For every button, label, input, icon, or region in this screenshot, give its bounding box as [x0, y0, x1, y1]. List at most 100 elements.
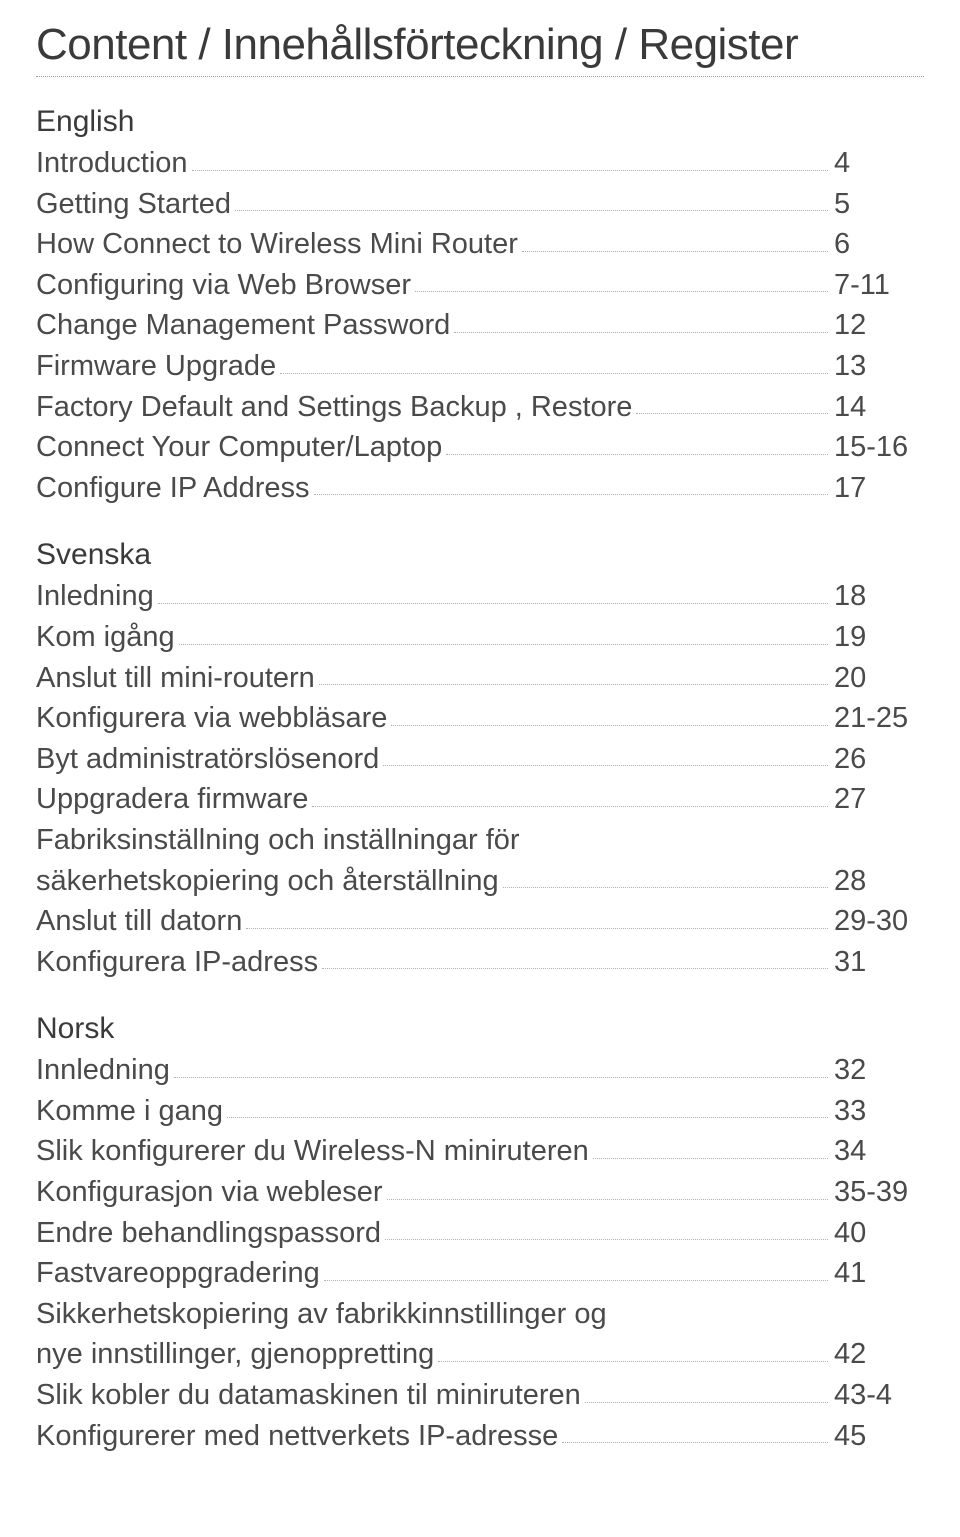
toc-entry: Uppgradera firmware 27 [36, 779, 924, 820]
toc-entry: Fastvareoppgradering 41 [36, 1253, 924, 1294]
toc-entry-label: Innledning [36, 1050, 170, 1091]
toc-section: NorskInnledning32Komme i gang33Slik konf… [36, 1012, 924, 1456]
toc-entry-label: Change Management Password [36, 305, 450, 346]
toc-entry-page: 14 [834, 387, 924, 428]
toc-entry: How Connect to Wireless Mini Router 6 [36, 224, 924, 265]
toc-entry-page: 41 [834, 1253, 924, 1294]
toc-entry: Configuring via Web Browser 7-11 [36, 265, 924, 306]
toc-leader [383, 765, 828, 766]
toc-entry-label: Inledning [36, 576, 154, 617]
toc-leader [235, 210, 828, 211]
toc-leader [503, 887, 828, 888]
toc-entry: Firmware Upgrade13 [36, 346, 924, 387]
toc-entry-page: 34 [834, 1131, 924, 1172]
toc-leader [246, 928, 828, 929]
toc-entry-page: 43-4 [834, 1375, 924, 1416]
toc-leader [593, 1158, 828, 1159]
toc-entry: Konfigurasjon via webleser 35-39 [36, 1172, 924, 1213]
toc-leader [585, 1402, 828, 1403]
toc-entry-page: 35-39 [834, 1172, 924, 1213]
toc-leader [324, 1280, 828, 1281]
title-strong: Content [36, 20, 187, 69]
toc-entry-label: Konfigurera IP-adress [36, 942, 318, 983]
toc-entry: Configure IP Address 17 [36, 468, 924, 509]
toc-entry-page: 40 [834, 1213, 924, 1254]
toc-leader [385, 1239, 828, 1240]
toc-entry-page: 17 [834, 468, 924, 509]
toc-entry-label: Introduction [36, 143, 188, 184]
toc-entry-label: Firmware Upgrade [36, 346, 276, 387]
toc-section: EnglishIntroduction4Getting Started5How … [36, 105, 924, 508]
toc-entry-page: 7-11 [834, 265, 924, 306]
toc-entry: Introduction 4 [36, 143, 924, 184]
toc-entry-label: Connect Your Computer/Laptop [36, 427, 442, 468]
toc-entry-page: 29-30 [834, 901, 924, 942]
toc-entry-label: Konfigurera via webbläsare [36, 698, 387, 739]
toc-entry-page: 12 [834, 305, 924, 346]
toc-entry-label: Factory Default and Settings Backup , Re… [36, 387, 632, 428]
toc-entry-label: Slik konfigurerer du Wireless-N minirute… [36, 1131, 589, 1172]
toc-entry: Slik konfigurerer du Wireless-N minirute… [36, 1131, 924, 1172]
title-rest: / Innehållsförteckning / Register [187, 20, 799, 69]
toc-entry: Konfigurera IP-adress31 [36, 942, 924, 983]
toc-leader [227, 1117, 828, 1118]
toc-entry-page: 18 [834, 576, 924, 617]
toc-entry-label: Endre behandlingspassord [36, 1213, 381, 1254]
toc-entry-label: Uppgradera firmware [36, 779, 308, 820]
toc-entry-label: Byt administratörslösenord [36, 739, 379, 780]
toc-leader [322, 968, 828, 969]
toc-entry: Connect Your Computer/Laptop 15-16 [36, 427, 924, 468]
toc-entry: Anslut till mini-routern20 [36, 658, 924, 699]
toc-entry-label: Kom igång [36, 617, 175, 658]
toc-leader [415, 291, 828, 292]
toc-entry-page: 27 [834, 779, 924, 820]
toc-leader [314, 494, 828, 495]
toc-entry: Endre behandlingspassord 40 [36, 1213, 924, 1254]
toc-leader [636, 413, 828, 414]
toc-leader [522, 251, 828, 252]
toc-entry-label: Fastvareoppgradering [36, 1253, 320, 1294]
toc-entry-page: 6 [834, 224, 924, 265]
toc-entry-page: 33 [834, 1091, 924, 1132]
toc-entry-label: Configuring via Web Browser [36, 265, 411, 306]
toc-entry: Getting Started5 [36, 184, 924, 225]
toc-entry: Sikkerhetskopiering av fabrikkinnstillin… [36, 1294, 924, 1375]
toc-entry-label: How Connect to Wireless Mini Router [36, 224, 518, 265]
toc-entry-label: Anslut till mini-routern [36, 658, 315, 699]
toc-entry-page: 15-16 [834, 427, 924, 468]
toc-entry: Kom igång 19 [36, 617, 924, 658]
toc-page: Content / Innehållsförteckning / Registe… [0, 0, 960, 1526]
section-heading: Norsk [36, 1012, 924, 1046]
toc-sections: EnglishIntroduction4Getting Started5How … [36, 105, 924, 1456]
toc-leader [179, 644, 828, 645]
toc-entry: Anslut till datorn29-30 [36, 901, 924, 942]
toc-entry-page: 19 [834, 617, 924, 658]
toc-entry-label: Konfigurasjon via webleser [36, 1172, 383, 1213]
title-rule [36, 76, 924, 77]
section-heading: Svenska [36, 538, 924, 572]
toc-entry: Change Management Password 12 [36, 305, 924, 346]
toc-entry-label: Fabriksinställning och inställningar för [36, 820, 924, 861]
toc-leader [192, 170, 828, 171]
toc-leader [387, 1199, 828, 1200]
toc-entry-page: 21-25 [834, 698, 924, 739]
toc-leader [280, 373, 828, 374]
toc-entry-label: Slik kobler du datamaskinen til minirute… [36, 1375, 581, 1416]
toc-entry: Konfigurerer med nettverkets IP-adresse4… [36, 1416, 924, 1457]
toc-entry-page: 4 [834, 143, 924, 184]
toc-entry-page: 5 [834, 184, 924, 225]
toc-entry-page: 28 [834, 861, 924, 902]
toc-leader [319, 684, 828, 685]
toc-entry: Fabriksinställning och inställningar för… [36, 820, 924, 901]
toc-entry: Slik kobler du datamaskinen til minirute… [36, 1375, 924, 1416]
toc-entry: Factory Default and Settings Backup , Re… [36, 387, 924, 428]
toc-leader [438, 1361, 828, 1362]
toc-leader [446, 454, 828, 455]
toc-entry-page: 32 [834, 1050, 924, 1091]
toc-leader [454, 332, 828, 333]
toc-leader [312, 806, 828, 807]
toc-entry: Konfigurera via webbläsare 21-25 [36, 698, 924, 739]
toc-entry-label-cont: nye innstillinger, gjenoppretting [36, 1334, 434, 1375]
toc-entry-label: Configure IP Address [36, 468, 310, 509]
toc-entry-page: 42 [834, 1334, 924, 1375]
